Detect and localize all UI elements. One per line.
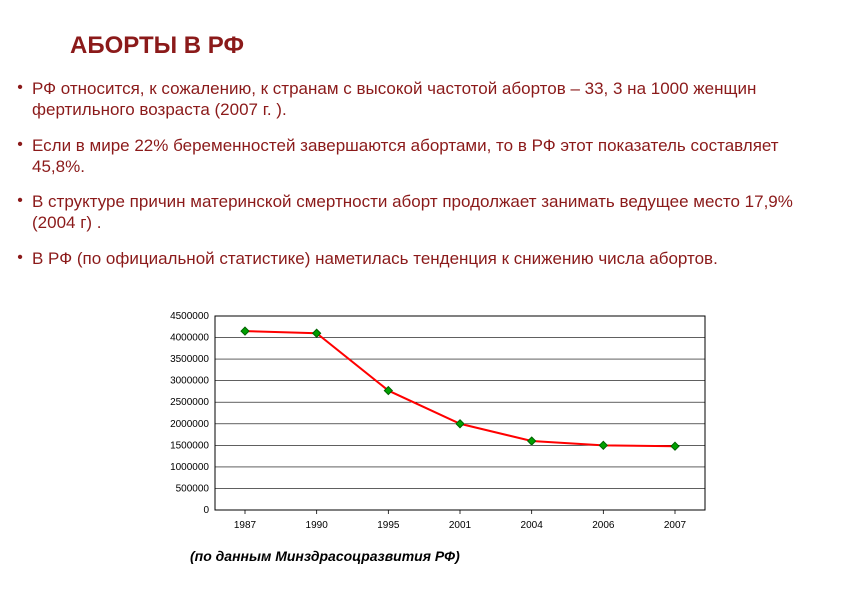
svg-text:0: 0 xyxy=(203,505,209,516)
svg-text:2500000: 2500000 xyxy=(170,397,209,408)
svg-text:1987: 1987 xyxy=(234,520,257,531)
list-item: • Если в мире 22% беременностей завершаю… xyxy=(8,135,802,178)
abortion-trend-chart: 0 500000 1000000 1500000 2000000 2500000 30000… xyxy=(155,308,715,538)
bullet-list: • РФ относится, к сожалению, к странам с… xyxy=(8,78,802,283)
chart-caption: (по данным Минздрасоцразвития РФ) xyxy=(190,548,460,564)
bullet-icon: • xyxy=(8,191,32,234)
svg-text:2007: 2007 xyxy=(664,520,687,531)
svg-text:1500000: 1500000 xyxy=(170,440,209,451)
svg-text:1990: 1990 xyxy=(306,520,329,531)
list-item: • В РФ (по официальной статистике) намет… xyxy=(8,248,802,269)
svg-text:4500000: 4500000 xyxy=(170,311,209,322)
svg-text:2006: 2006 xyxy=(592,520,615,531)
svg-text:2001: 2001 xyxy=(449,520,472,531)
svg-text:1995: 1995 xyxy=(377,520,400,531)
svg-text:1000000: 1000000 xyxy=(170,462,209,473)
bullet-text: РФ относится, к сожалению, к странам с в… xyxy=(32,78,802,121)
svg-text:2000000: 2000000 xyxy=(170,419,209,430)
bullet-icon: • xyxy=(8,248,32,269)
list-item: • РФ относится, к сожалению, к странам с… xyxy=(8,78,802,121)
bullet-text: Если в мире 22% беременностей завершаютс… xyxy=(32,135,802,178)
bullet-icon: • xyxy=(8,78,32,121)
bullet-icon: • xyxy=(8,135,32,178)
bullet-text: В РФ (по официальной статистике) наметил… xyxy=(32,248,802,269)
page-title: АБОРТЫ В РФ xyxy=(70,32,244,60)
svg-text:2004: 2004 xyxy=(521,520,544,531)
list-item: • В структуре причин материнской смертно… xyxy=(8,191,802,234)
svg-text:3000000: 3000000 xyxy=(170,376,209,387)
svg-text:4000000: 4000000 xyxy=(170,333,209,344)
bullet-text: В структуре причин материнской смертност… xyxy=(32,191,802,234)
svg-text:3500000: 3500000 xyxy=(170,354,209,365)
svg-text:500000: 500000 xyxy=(176,483,210,494)
